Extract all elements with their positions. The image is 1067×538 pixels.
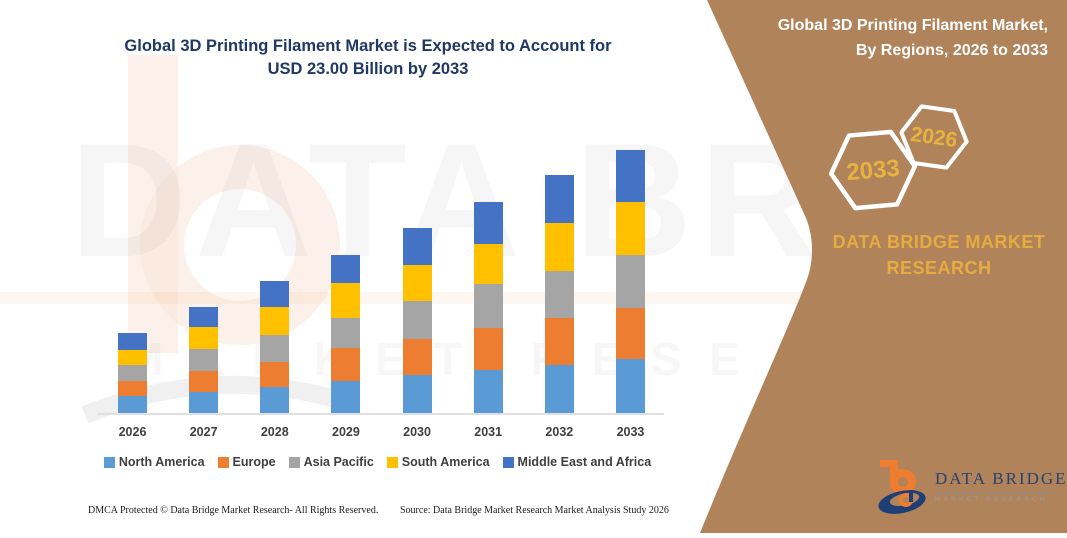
legend-swatch-icon xyxy=(217,456,229,468)
bar-2031-europe xyxy=(473,328,503,370)
bar-2028-europe xyxy=(260,361,290,387)
x-axis-label-2026: 2026 xyxy=(118,425,147,439)
bar-2026-middle-east-and-africa xyxy=(118,333,147,351)
x-axis-label-2033: 2033 xyxy=(616,425,645,439)
bar-2029-north-america xyxy=(331,381,361,413)
bar-2026-asia-pacific xyxy=(118,365,147,382)
bar-2028-asia-pacific xyxy=(260,335,290,362)
legend-item-asia-pacific: Asia Pacific xyxy=(288,455,374,469)
legend-label: South America xyxy=(401,455,490,469)
bar-2032-middle-east-and-africa xyxy=(544,175,574,224)
chart-legend: North America Europe Asia Pacific South Ame… xyxy=(85,455,670,469)
legend-label: Europe xyxy=(232,455,276,469)
panel-title: Global 3D Printing Filament Market, By R… xyxy=(718,13,1048,63)
bar-2026-north-america xyxy=(118,395,147,413)
bar-2030-north-america xyxy=(402,375,432,413)
footer-dmca: DMCA Protected © Data Bridge Market Rese… xyxy=(88,505,379,516)
bar-2030-asia-pacific xyxy=(402,301,432,339)
bar-2029-europe xyxy=(331,347,361,381)
legend-item-europe: Europe xyxy=(217,455,276,469)
bar-2028-south-america xyxy=(260,306,290,336)
bar-2028-middle-east-and-africa xyxy=(260,280,290,307)
bar-2029-asia-pacific xyxy=(331,318,361,348)
bar-2033-europe xyxy=(615,307,645,360)
bar-2031-middle-east-and-africa xyxy=(473,201,503,244)
chart-title-line2: USD 23.00 Billion by 2033 xyxy=(267,60,469,78)
x-axis-label-2028: 2028 xyxy=(260,425,289,439)
footer-source: Source: Data Bridge Market Research Mark… xyxy=(400,505,669,516)
bar-2030-middle-east-and-africa xyxy=(402,227,432,265)
x-axis-label-2031: 2031 xyxy=(474,425,503,439)
bar-2031-south-america xyxy=(473,243,503,284)
logo-name: DATA BRIDGE xyxy=(935,469,1067,488)
x-axis-line xyxy=(97,413,664,415)
bar-2026-south-america xyxy=(118,350,147,366)
bar-2030-south-america xyxy=(402,264,432,302)
bar-2029-south-america xyxy=(331,282,361,319)
panel-title-line1: Global 3D Printing Filament Market, xyxy=(777,17,1048,34)
bar-2033-north-america xyxy=(615,359,645,413)
bar-2032-south-america xyxy=(544,223,574,272)
bar-2027-south-america xyxy=(189,327,219,350)
bar-2033-south-america xyxy=(615,201,645,256)
bar-2031-north-america xyxy=(473,369,503,413)
bar-2027-north-america xyxy=(189,392,219,413)
chart-title-line1: Global 3D Printing Filament Market is Ex… xyxy=(124,37,612,55)
brand-text-line2: RESEARCH xyxy=(886,258,992,278)
legend-label: North America xyxy=(118,455,205,469)
legend-swatch-icon xyxy=(502,456,514,468)
bar-2030-europe xyxy=(402,338,432,376)
legend-swatch-icon xyxy=(288,456,300,468)
bar-2031-asia-pacific xyxy=(473,283,503,329)
bar-2026-europe xyxy=(118,381,147,396)
bar-2032-north-america xyxy=(544,365,574,413)
hexagon-2033-label: 2033 xyxy=(845,155,901,187)
bar-2027-asia-pacific xyxy=(189,349,219,371)
bar-2027-middle-east-and-africa xyxy=(189,306,219,328)
legend-item-middle-east-and-africa: Middle East and Africa xyxy=(502,455,652,469)
legend-item-north-america: North America xyxy=(103,455,205,469)
x-axis-label-2030: 2030 xyxy=(403,425,431,439)
brand-text: DATA BRIDGE MARKET RESEARCH xyxy=(818,229,1060,281)
x-axis-label-2027: 2027 xyxy=(189,425,218,439)
logo-tagline: MARKET RESEARCH xyxy=(935,496,1048,503)
x-axis-label-2032: 2032 xyxy=(545,425,574,439)
databridge-logo-icon xyxy=(878,460,926,514)
x-axis-label-2029: 2029 xyxy=(332,425,360,439)
bar-2028-north-america xyxy=(260,386,290,413)
bar-2032-europe xyxy=(544,318,574,366)
bar-2029-middle-east-and-africa xyxy=(331,255,361,283)
chart-title: Global 3D Printing Filament Market is Ex… xyxy=(88,35,648,81)
legend-label: Asia Pacific xyxy=(303,455,374,469)
hexagon-badges: 2033 2026 xyxy=(828,104,969,211)
legend-label: Middle East and Africa xyxy=(517,455,652,469)
databridge-logo: DATA BRIDGE MARKET RESEARCH xyxy=(876,452,1067,516)
brand-text-line1: DATA BRIDGE MARKET xyxy=(832,232,1046,252)
legend-swatch-icon xyxy=(386,456,398,468)
bar-2027-europe xyxy=(189,370,219,393)
legend-swatch-icon xyxy=(103,456,115,468)
bar-2033-asia-pacific xyxy=(615,255,645,308)
panel-title-line2: By Regions, 2026 to 2033 xyxy=(855,42,1048,59)
legend-item-south-america: South America xyxy=(386,455,490,469)
bar-2032-asia-pacific xyxy=(544,271,574,319)
bar-2033-middle-east-and-africa xyxy=(615,150,645,202)
logo-divider xyxy=(935,492,1053,493)
